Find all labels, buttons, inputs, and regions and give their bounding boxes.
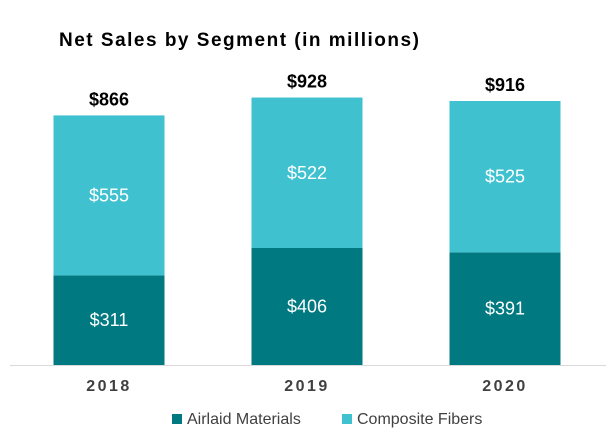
x-tick-labels: 2018 2019 2020 [86, 378, 528, 395]
value-label-composite-fibers-2019: $522 [287, 163, 327, 183]
x-tick-2018: 2018 [86, 378, 132, 395]
bar-airlaid-materials-2020 [449, 252, 561, 365]
total-label-2019: $928 [287, 72, 327, 92]
value-label-airlaid-materials-2020: $391 [485, 299, 525, 319]
bar-composite-fibers-2020 [449, 101, 561, 253]
bar-composite-fibers-2019 [251, 97, 363, 248]
value-label-composite-fibers-2020: $525 [485, 167, 525, 187]
total-label-2020: $916 [485, 75, 525, 95]
x-tick-2020: 2020 [482, 378, 528, 395]
x-tick-2019: 2019 [284, 378, 330, 395]
chart-title: Net Sales by Segment (in millions) [59, 30, 420, 51]
legend: Airlaid Materials Composite Fibers [172, 411, 482, 428]
bars-group: $311 $555 $866 $406 $522 $928 $391 $525 $916 [53, 72, 561, 365]
legend-swatch-airlaid-materials [172, 414, 182, 424]
total-label-2018: $866 [89, 89, 129, 109]
value-label-airlaid-materials-2019: $406 [287, 296, 327, 316]
legend-label-airlaid-materials: Airlaid Materials [187, 411, 301, 428]
bar-composite-fibers-2018 [53, 115, 165, 276]
value-label-airlaid-materials-2018: $311 [90, 310, 129, 330]
legend-swatch-composite-fibers [342, 414, 352, 424]
legend-label-composite-fibers: Composite Fibers [357, 411, 482, 428]
bar-airlaid-materials-2018 [53, 275, 165, 365]
bar-airlaid-materials-2019 [251, 247, 363, 365]
value-label-composite-fibers-2018: $555 [89, 185, 129, 205]
